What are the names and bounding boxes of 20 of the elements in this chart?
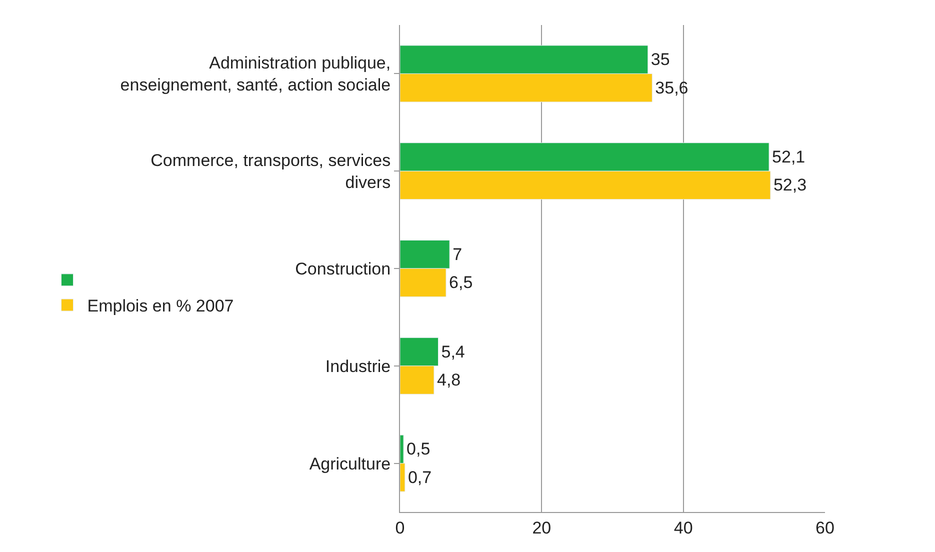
y-tick-label: Construction: [295, 259, 391, 278]
data-label: 4,8: [437, 370, 461, 390]
data-label: 35,6: [655, 78, 688, 98]
x-tick-label: 20: [532, 518, 552, 538]
data-label: 52,3: [773, 176, 807, 195]
legend-label: Emplois en % 2007: [87, 296, 234, 316]
data-label: 6,5: [449, 273, 473, 292]
y-tick-label: Administration publique, enseignement, santé, action sociale: [120, 54, 391, 95]
data-label: 0,7: [408, 468, 432, 487]
y-tick-label: Agriculture: [309, 454, 391, 474]
x-tick-label: 0: [395, 518, 405, 538]
data-label: 35: [650, 50, 670, 70]
x-tick-label: 60: [816, 518, 834, 538]
data-label: 5,4: [441, 342, 465, 362]
x-tick-label: 40: [674, 518, 693, 538]
data-label: 0,5: [406, 440, 430, 459]
y-tick-label: Industrie: [325, 356, 391, 376]
data-label: 7: [452, 244, 462, 264]
y-tick-label: Commerce, transports, services divers: [150, 151, 391, 192]
data-label: 52,1: [772, 147, 806, 166]
